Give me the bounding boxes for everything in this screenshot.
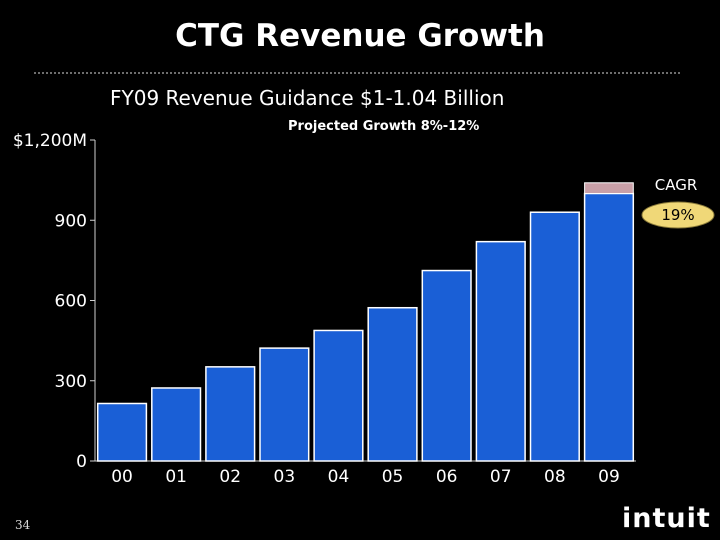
- bar-00: [96, 402, 148, 462]
- y-tick-label: 900: [55, 211, 87, 231]
- bar-06: [421, 269, 472, 462]
- chart-axes: 0 300 600 900 $1,200M 00 01 02 03 04 05 06 07 08 09: [13, 131, 636, 487]
- cagr-badge: [641, 201, 715, 229]
- x-tick-label: 04: [328, 467, 350, 487]
- bar-07: [475, 240, 526, 462]
- x-tick-label: 00: [111, 467, 133, 487]
- x-tick-label: 07: [490, 467, 512, 487]
- x-tick-label: 02: [219, 467, 241, 487]
- page-number: 34: [15, 518, 31, 532]
- x-tick-label: 01: [165, 467, 187, 487]
- projected-range-bar: [584, 182, 634, 195]
- title-divider: [34, 72, 680, 74]
- cagr-label: CAGR: [655, 176, 698, 194]
- x-tick-label: 05: [382, 467, 404, 487]
- cagr-value: 19%: [661, 206, 694, 224]
- projected-growth-note: Projected Growth 8%-12%: [288, 119, 480, 134]
- bar-02: [205, 366, 256, 462]
- revenue-guidance-subtitle: FY09 Revenue Guidance $1-1.04 Billion: [110, 86, 505, 110]
- intuit-logo: intuit: [622, 503, 711, 534]
- bar-04: [313, 329, 364, 462]
- cagr-annotation: CAGR 19%: [641, 176, 715, 229]
- bar-08: [529, 211, 580, 462]
- y-tick-label: 0: [76, 452, 87, 472]
- x-tick-label: 08: [544, 467, 566, 487]
- x-tick-label: 09: [598, 467, 620, 487]
- slide-title: CTG Revenue Growth: [175, 18, 545, 54]
- y-tick-label: $1,200M: [13, 131, 87, 151]
- bar-01: [151, 387, 202, 462]
- y-tick-label: 600: [55, 292, 87, 312]
- chart-bars: [96, 182, 635, 462]
- bar-03: [259, 347, 310, 462]
- x-tick-label: 06: [436, 467, 458, 487]
- y-tick-label: 300: [55, 372, 87, 392]
- bar-05: [367, 306, 418, 462]
- bar-09: [583, 192, 635, 462]
- x-tick-label: 03: [274, 467, 296, 487]
